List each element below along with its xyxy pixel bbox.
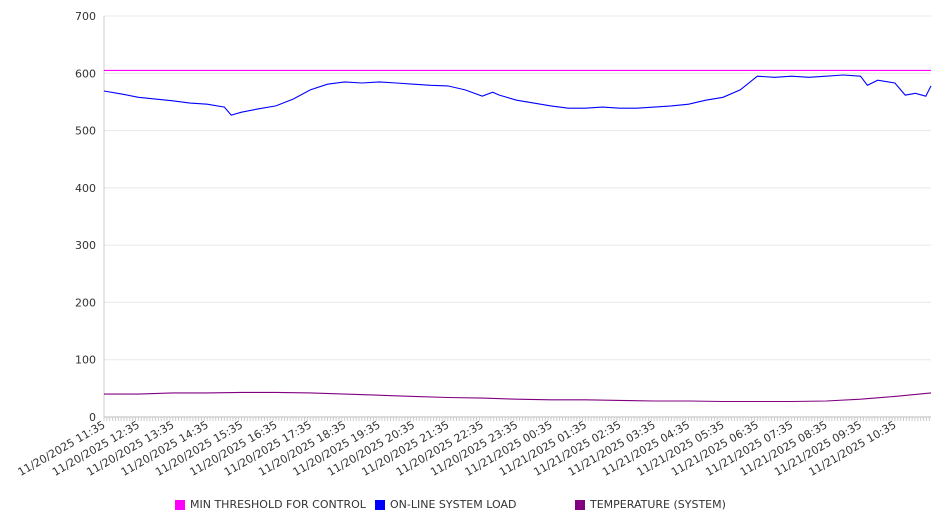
y-tick-label: 700 xyxy=(75,10,96,23)
y-tick-label: 400 xyxy=(75,182,96,195)
legend-item-threshold[interactable]: MIN THRESHOLD FOR CONTROL xyxy=(175,498,366,511)
legend-item-load[interactable]: ON-LINE SYSTEM LOAD xyxy=(375,498,516,511)
legend-swatch xyxy=(375,499,385,510)
series-line-1 xyxy=(103,74,932,116)
legend-label: ON-LINE SYSTEM LOAD xyxy=(390,498,517,511)
series-line-2 xyxy=(104,391,932,403)
y-tick-label: 600 xyxy=(75,67,96,80)
legend-swatch xyxy=(175,499,185,510)
legend-item-temperature[interactable]: TEMPERATURE (SYSTEM) xyxy=(575,498,726,511)
y-tick-label: 100 xyxy=(75,354,96,367)
y-tick-label: 0 xyxy=(89,411,96,424)
y-tick-label: 500 xyxy=(75,125,96,138)
legend-swatch xyxy=(575,499,585,510)
legend-label: MIN THRESHOLD FOR CONTROL xyxy=(190,498,366,511)
y-tick-label: 300 xyxy=(75,239,96,252)
legend-label: TEMPERATURE (SYSTEM) xyxy=(590,498,726,511)
y-tick-label: 200 xyxy=(75,296,96,309)
